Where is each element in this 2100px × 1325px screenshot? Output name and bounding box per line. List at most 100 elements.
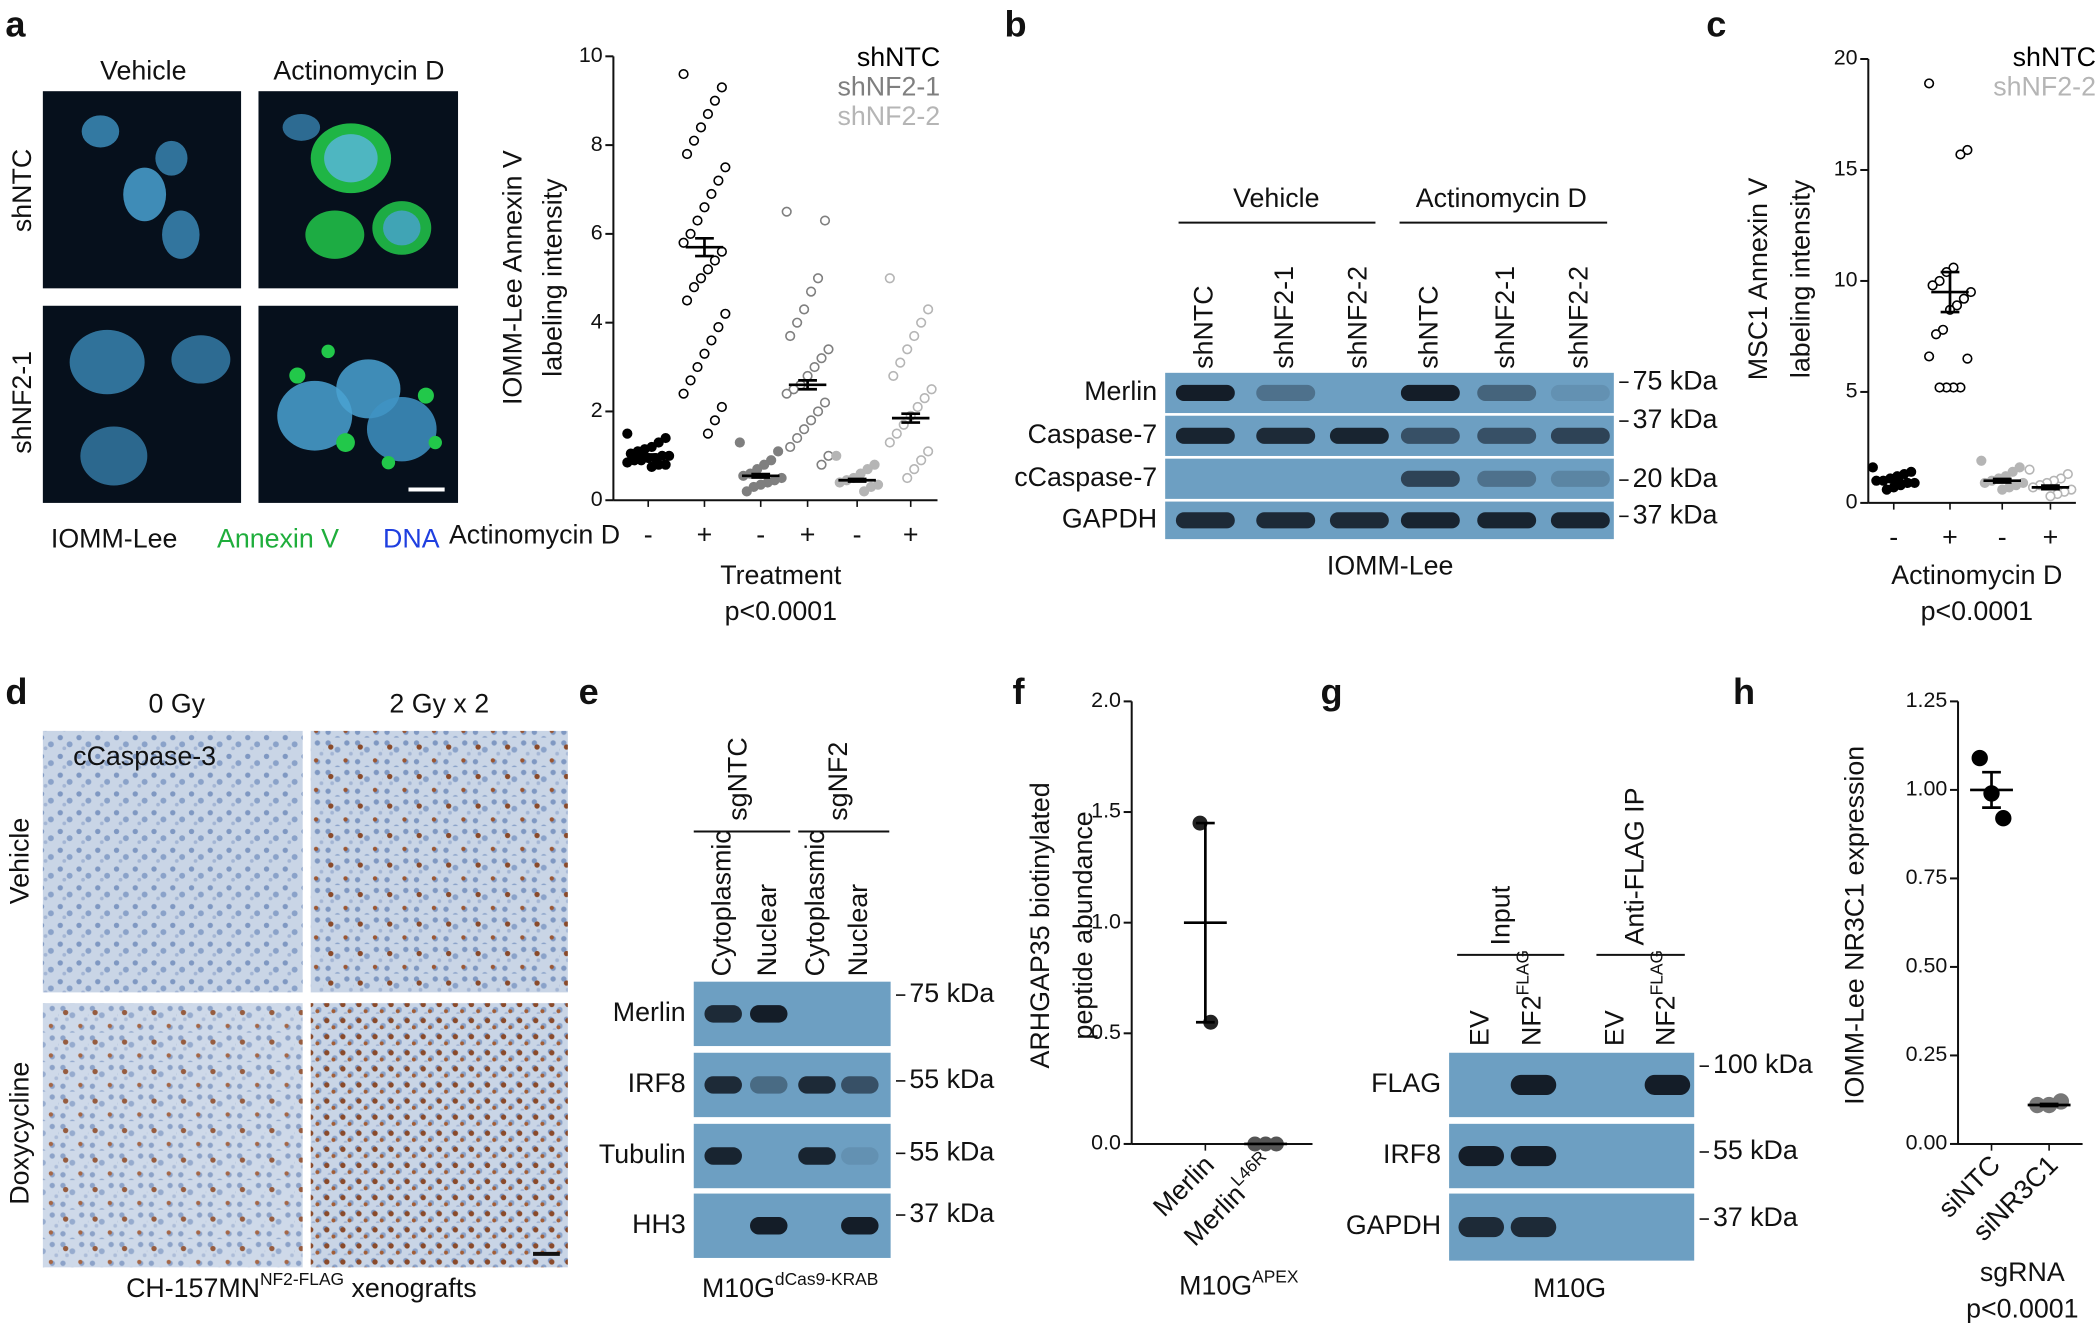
data-point [716,401,727,413]
data-point [1997,484,2008,495]
y-axis-label: IOMM-Lee Annexin V [497,150,527,405]
blot-band [841,1147,879,1165]
data-point [1962,144,1973,156]
y-tick-label: 2.0 [1091,688,1121,712]
data-point [773,446,784,457]
y-tick-label: 0 [591,487,603,511]
row-label: Merlin [613,997,686,1027]
group-label: Vehicle [1233,183,1319,213]
data-point [692,215,703,226]
data-point [2014,462,2025,473]
data-point [646,461,657,473]
marker-label: 37 kDa [1633,404,1718,434]
caption: IOMM-Lee [51,524,177,554]
caption: Annexin V [217,524,339,554]
marker-label: 55 kDa [1713,1135,1798,1165]
lane-label: shNTC [1413,285,1443,368]
data-point [678,388,689,399]
lane-label: NF2FLAG [1512,950,1546,1046]
row-label: Vehicle [5,818,35,904]
row-label: Merlin [1084,376,1157,406]
panel-letter: b [1004,3,1026,44]
data-point [1962,353,1973,364]
row-label: IRF8 [1383,1139,1441,1169]
column-label: Vehicle [100,55,186,85]
y-axis-label: IOMM-Lee NR3C1 expression [1839,746,1869,1105]
legend-entry: shNTC [2013,42,2096,72]
row-label: GAPDH [1062,503,1157,533]
data-point [823,344,834,355]
y-tick-label: 10 [579,43,603,67]
group-label: Anti-FLAG IP [1620,788,1650,946]
caption-tail: xenografts [344,1273,476,1303]
y-tick-label: 0 [1846,490,1858,514]
caption: CH-157MNNF2-FLAG xenografts [126,1269,477,1303]
blot-band [1400,512,1460,529]
blot-band [1477,384,1537,401]
caption: M10G [1533,1273,1606,1303]
data-point [685,375,696,386]
data-point [720,308,731,319]
lane-label: shNF2-1 [1490,266,1520,369]
data-point [862,464,873,475]
blot-band [750,1217,788,1235]
y-axis-label: peptide abundance [1068,811,1098,1039]
data-point [902,344,913,355]
marker-label: 37 kDa [1713,1202,1798,1232]
lane-label: EV [1600,1010,1630,1046]
data-point [695,122,707,133]
blot-strip [1165,501,1614,540]
caption: DNA [383,524,440,554]
data-point [884,437,895,448]
row-label: shNF2-1 [7,351,37,454]
data-point [709,95,720,106]
blot-band [1458,1145,1505,1167]
blot-band [1256,512,1316,529]
panel-letter: f [1013,671,1026,712]
y-axis-label: labeling intensity [1786,179,1816,378]
panel-letter: d [5,671,27,712]
panel-letter: e [579,671,599,712]
data-point [812,273,824,284]
data-point [1924,78,1935,89]
x-tick-label: + [2043,522,2059,552]
data-point [1955,149,1966,160]
data-point [720,162,731,173]
y-tick-label: 0.00 [1906,1131,1948,1155]
legend-entry: shNF2-2 [837,101,940,131]
row-label: GAPDH [1346,1210,1441,1240]
blot-band [1256,427,1316,444]
caption-text: CH-157MN [126,1273,260,1303]
data-point [2045,491,2056,502]
x-tick-label: + [903,520,919,550]
blot-strip [1165,372,1614,414]
blot-band [750,1076,788,1094]
row-label: Caspase-7 [1028,419,1158,449]
data-point [812,406,824,417]
data-point [716,82,727,93]
blot-band [798,1076,836,1094]
data-point [681,148,693,160]
blot-band [1550,427,1610,444]
blot-band [1400,427,1460,444]
data-point [912,401,923,413]
data-point [1971,749,1988,767]
y-axis-label: labeling intensity [538,178,568,377]
data-point [622,428,633,439]
group-label: sgNTC [722,737,752,820]
data-point [1881,484,1892,495]
lane-label: NF2FLAG [1646,950,1680,1046]
data-point [688,135,700,146]
blot-band [1329,427,1389,444]
data-point [1930,329,1942,340]
data-point [799,304,810,315]
data-point [805,415,817,426]
blot-band [704,1147,742,1165]
y-tick-label: 15 [1834,157,1858,181]
note: p<0.0001 [1966,1293,2078,1323]
y-tick-label: 0.75 [1906,865,1948,889]
y-tick-label: 5 [1846,379,1858,403]
y-tick-label: 1.00 [1906,777,1948,801]
data-point [1934,382,1945,393]
y-axis-label: MSC1 Annexin V [1743,177,1773,380]
